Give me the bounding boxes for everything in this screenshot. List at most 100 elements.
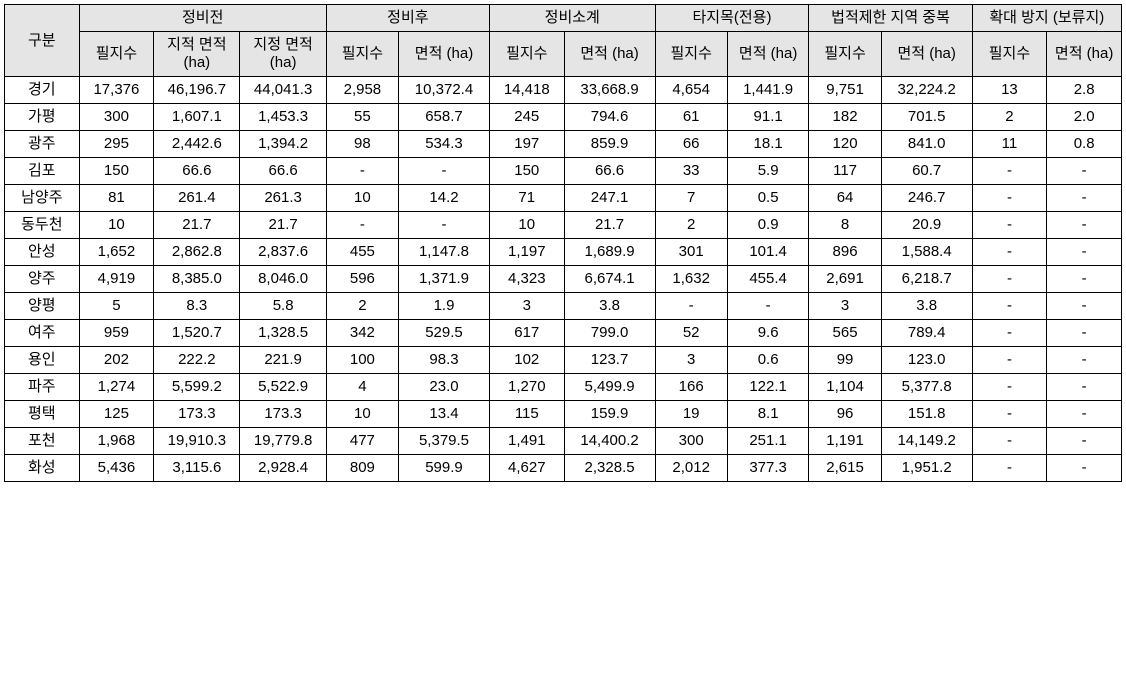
cell: 794.6 [564,104,655,131]
cell: 19,779.8 [240,428,326,455]
cell: 841.0 [881,131,972,158]
cell: 2,958 [326,77,398,104]
table-row: 안성1,6522,862.82,837.64551,147.81,1971,68… [5,239,1122,266]
table-body: 경기17,37646,196.744,041.32,95810,372.414,… [5,77,1122,482]
cell: 8.3 [154,293,240,320]
cell: - [972,455,1047,482]
cell: 300 [655,428,727,455]
cell: 71 [489,185,564,212]
cell: 99 [809,347,881,374]
cell: 21.7 [154,212,240,239]
cell: 529.5 [399,320,490,347]
table-row: 경기17,37646,196.744,041.32,95810,372.414,… [5,77,1122,104]
table-row: 용인202222.2221.910098.3102123.730.699123.… [5,347,1122,374]
row-name: 동두천 [5,212,80,239]
col-group-4: 법적제한 지역 중복 [809,5,972,32]
cell: 1,607.1 [154,104,240,131]
cell: 4,627 [489,455,564,482]
cell: 5,499.9 [564,374,655,401]
table-header: 구분 정비전 정비후 정비소계 타지목(전용) 법적제한 지역 중복 확대 방지… [5,5,1122,77]
cell: 10 [326,401,398,428]
cell: 20.9 [881,212,972,239]
cell: 1,632 [655,266,727,293]
cell: - [727,293,809,320]
cell: 5.8 [240,293,326,320]
cell: 66 [655,131,727,158]
cell: 44,041.3 [240,77,326,104]
cell: 2 [655,212,727,239]
cell: 5 [79,293,154,320]
cell: 1,588.4 [881,239,972,266]
cell: 17,376 [79,77,154,104]
sub-3-0: 필지수 [655,32,727,77]
cell: 565 [809,320,881,347]
row-name: 가평 [5,104,80,131]
cell: 896 [809,239,881,266]
cell: 18.1 [727,131,809,158]
cell: 300 [79,104,154,131]
cell: - [655,293,727,320]
sub-0-1: 지적 면적 (ha) [154,32,240,77]
cell: 4,654 [655,77,727,104]
cell: 125 [79,401,154,428]
table-row: 동두천1021.721.7--1021.720.9820.9-- [5,212,1122,239]
cell: 46,196.7 [154,77,240,104]
cell: - [1047,185,1122,212]
cell: 2 [972,104,1047,131]
cell: 13.4 [399,401,490,428]
cell: - [972,158,1047,185]
cell: - [1047,428,1122,455]
row-name: 안성 [5,239,80,266]
cell: 342 [326,320,398,347]
cell: - [972,185,1047,212]
cell: - [972,212,1047,239]
cell: 14.2 [399,185,490,212]
col-group-2: 정비소계 [489,5,655,32]
table-row: 포천1,96819,910.319,779.84775,379.51,49114… [5,428,1122,455]
cell: - [1047,455,1122,482]
cell: 455.4 [727,266,809,293]
col-gubun: 구분 [5,5,80,77]
cell: 0.8 [1047,131,1122,158]
cell: - [972,293,1047,320]
sub-5-0: 필지수 [972,32,1047,77]
cell: 1,104 [809,374,881,401]
cell: 19 [655,401,727,428]
cell: 2 [326,293,398,320]
cell: 14,149.2 [881,428,972,455]
cell: 959 [79,320,154,347]
cell: 455 [326,239,398,266]
cell: 5.9 [727,158,809,185]
cell: 1,520.7 [154,320,240,347]
table-row: 양평58.35.821.933.8--33.8-- [5,293,1122,320]
cell: 251.1 [727,428,809,455]
cell: 247.1 [564,185,655,212]
cell: 66.6 [240,158,326,185]
cell: 150 [79,158,154,185]
cell: 4 [326,374,398,401]
cell: 617 [489,320,564,347]
cell: 33,668.9 [564,77,655,104]
sub-0-0: 필지수 [79,32,154,77]
cell: 5,599.2 [154,374,240,401]
row-name: 용인 [5,347,80,374]
cell: 701.5 [881,104,972,131]
cell: 1,394.2 [240,131,326,158]
table-row: 남양주81261.4261.31014.271247.170.564246.7-… [5,185,1122,212]
cell: 96 [809,401,881,428]
cell: 10,372.4 [399,77,490,104]
cell: - [972,401,1047,428]
cell: 2,862.8 [154,239,240,266]
sub-4-0: 필지수 [809,32,881,77]
cell: 98 [326,131,398,158]
col-group-5: 확대 방지 (보류지) [972,5,1121,32]
sub-2-1: 면적 (ha) [564,32,655,77]
cell: 809 [326,455,398,482]
table-row: 여주9591,520.71,328.5342529.5617799.0529.6… [5,320,1122,347]
cell: 295 [79,131,154,158]
row-name: 김포 [5,158,80,185]
cell: 2,691 [809,266,881,293]
cell: 122.1 [727,374,809,401]
row-name: 양평 [5,293,80,320]
cell: 66.6 [154,158,240,185]
